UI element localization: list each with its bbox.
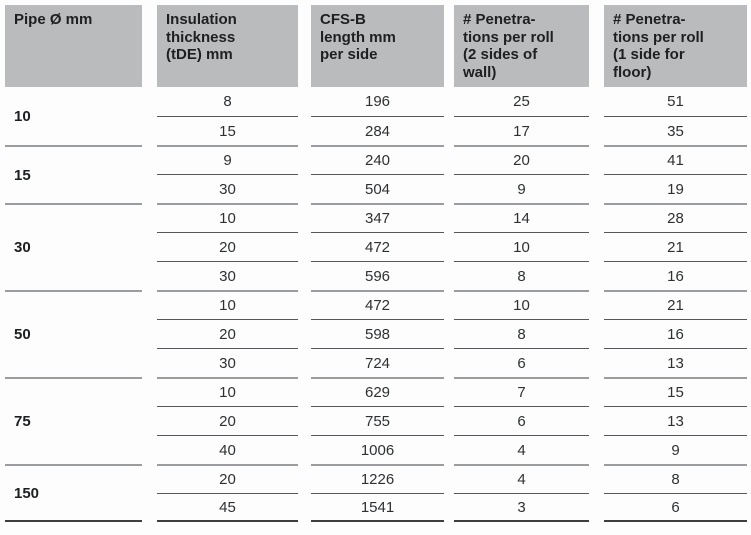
table-cell: 598: [311, 319, 444, 348]
table-cell: 755: [311, 406, 444, 435]
table-cell: 17: [454, 116, 589, 145]
pipe-size-cell: 150: [5, 464, 142, 522]
table-cell: 20: [157, 406, 298, 435]
table-cell: 19: [604, 174, 747, 203]
table-cell: 21: [604, 232, 747, 261]
pipe-size-cell: 75: [5, 377, 142, 464]
table-cell: 4: [454, 435, 589, 464]
table-cell: 284: [311, 116, 444, 145]
pipe-group-10: 10 8 196 25 51 15 284 17 35: [0, 87, 751, 145]
table-cell: 196: [364, 93, 391, 110]
table-cell: 9: [604, 435, 747, 464]
table-cell: 596: [311, 261, 444, 290]
table-cell: 20: [157, 232, 298, 261]
table-cell: 15: [604, 377, 747, 406]
table-cell: 30: [157, 348, 298, 377]
table-cell: 41: [604, 145, 747, 174]
table-cell: 8: [454, 261, 589, 290]
table-cell: 10: [454, 232, 589, 261]
table-cell: 40: [157, 435, 298, 464]
table-cell: 10: [157, 377, 298, 406]
table-cell: 6: [454, 406, 589, 435]
table-cell: 629: [311, 377, 444, 406]
pipe-penetration-table: Pipe Ø mm Insulation thickness (tDE) mm …: [0, 5, 751, 522]
table-cell: 6: [454, 348, 589, 377]
table-cell: 35: [604, 116, 747, 145]
header-penetrations-wall: # Penetra- tions per roll (2 sides of wa…: [454, 5, 589, 87]
table-cell: 30: [157, 261, 298, 290]
table-cell: 8: [454, 319, 589, 348]
table-cell: 347: [311, 203, 444, 232]
header-pipe-diameter: Pipe Ø mm: [5, 5, 142, 87]
table-cell: 724: [311, 348, 444, 377]
table-cell: 240: [311, 145, 444, 174]
table-cell: 20: [454, 145, 589, 174]
table-cell: 6: [604, 493, 747, 522]
pipe-group-75: 75 10 629 7 15 20 755 6 13 40 1006 4 9: [0, 377, 751, 464]
pipe-size-cell: 15: [5, 145, 142, 203]
table-cell: 30: [157, 174, 298, 203]
table-cell: 45: [157, 493, 298, 522]
table-cell: 1226: [311, 464, 444, 493]
pipe-group-50: 50 10 472 10 21 20 598 8 16 30 724 6 13: [0, 290, 751, 377]
table-cell: 16: [604, 261, 747, 290]
pipe-group-30: 30 10 347 14 28 20 472 10 21 30 596 8 16: [0, 203, 751, 290]
table-cell: 51: [667, 93, 684, 110]
table-cell: 14: [454, 203, 589, 232]
table-cell: 1541: [311, 493, 444, 522]
table-cell: 8: [223, 93, 232, 110]
table-cell: 28: [604, 203, 747, 232]
table-cell: 25: [513, 93, 530, 110]
pipe-size-cell: 30: [5, 203, 142, 290]
table-cell: 7: [454, 377, 589, 406]
header-penetrations-floor: # Penetra- tions per roll (1 side for fl…: [604, 5, 747, 87]
table-cell: 4: [454, 464, 589, 493]
pipe-group-150: 150 20 1226 4 8 45 1541 3 6: [0, 464, 751, 522]
table-cell: 504: [311, 174, 444, 203]
table-cell: 1006: [311, 435, 444, 464]
table-cell: 9: [157, 145, 298, 174]
table-cell: 472: [311, 232, 444, 261]
table-cell: 3: [454, 493, 589, 522]
table-cell: 20: [157, 319, 298, 348]
pipe-group-15: 15 9 240 20 41 30 504 9 19: [0, 145, 751, 203]
table-cell: 21: [604, 290, 747, 319]
table-cell: 13: [604, 348, 747, 377]
table-cell: 9: [454, 174, 589, 203]
table-cell: 13: [604, 406, 747, 435]
table-cell: 15: [157, 116, 298, 145]
table-cell: 16: [604, 319, 747, 348]
pipe-size-cell: 10: [14, 107, 31, 125]
table-header-row: Pipe Ø mm Insulation thickness (tDE) mm …: [0, 5, 751, 87]
table-cell: 20: [157, 464, 298, 493]
table-cell: 472: [311, 290, 444, 319]
table-cell: 10: [157, 203, 298, 232]
table-cell: 8: [604, 464, 747, 493]
table-cell: 10: [157, 290, 298, 319]
table-cell: 10: [454, 290, 589, 319]
pipe-size-cell: 50: [5, 290, 142, 377]
header-cfsb-length: CFS-B length mm per side: [311, 5, 444, 87]
header-insulation-thickness: Insulation thickness (tDE) mm: [157, 5, 298, 87]
